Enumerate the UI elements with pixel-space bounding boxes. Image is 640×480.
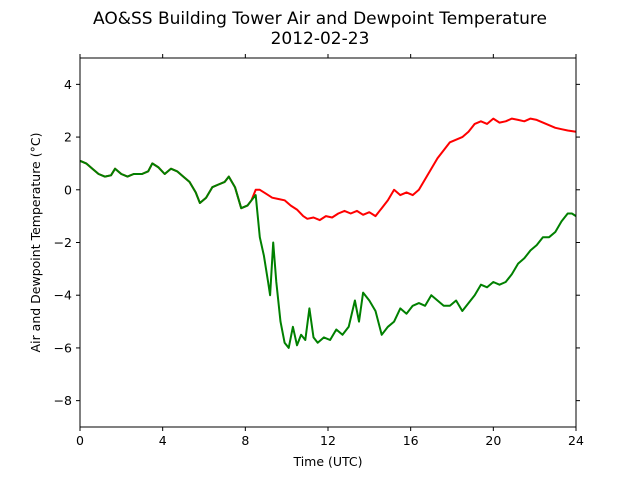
x-tick-label: 0 bbox=[76, 433, 84, 448]
x-tick-label: 8 bbox=[241, 433, 249, 448]
series-line-1 bbox=[79, 159, 577, 349]
x-axis-label: Time (UTC) bbox=[292, 454, 362, 469]
series-line-0 bbox=[79, 117, 577, 222]
y-tick-label: −6 bbox=[54, 340, 72, 355]
y-tick-label: −2 bbox=[54, 235, 72, 250]
y-tick-label: −8 bbox=[54, 393, 72, 408]
chart-title: AO&SS Building Tower Air and Dewpoint Te… bbox=[93, 9, 547, 29]
y-tick-label: 2 bbox=[64, 130, 72, 145]
x-tick-label: 24 bbox=[568, 433, 584, 448]
x-tick-label: 12 bbox=[320, 433, 336, 448]
x-tick-label: 20 bbox=[485, 433, 501, 448]
series-layer bbox=[79, 117, 577, 349]
y-axis-label: Air and Dewpoint Temperature (°C) bbox=[28, 133, 43, 353]
y-tick-label: 4 bbox=[64, 77, 72, 92]
chart-subtitle: 2012-02-23 bbox=[271, 29, 370, 49]
plot-frame bbox=[79, 57, 577, 428]
x-tick-label: 4 bbox=[159, 433, 167, 448]
x-tick-label: 16 bbox=[403, 433, 419, 448]
y-tick-label: −4 bbox=[54, 288, 72, 303]
y-tick-label: 0 bbox=[64, 182, 72, 197]
